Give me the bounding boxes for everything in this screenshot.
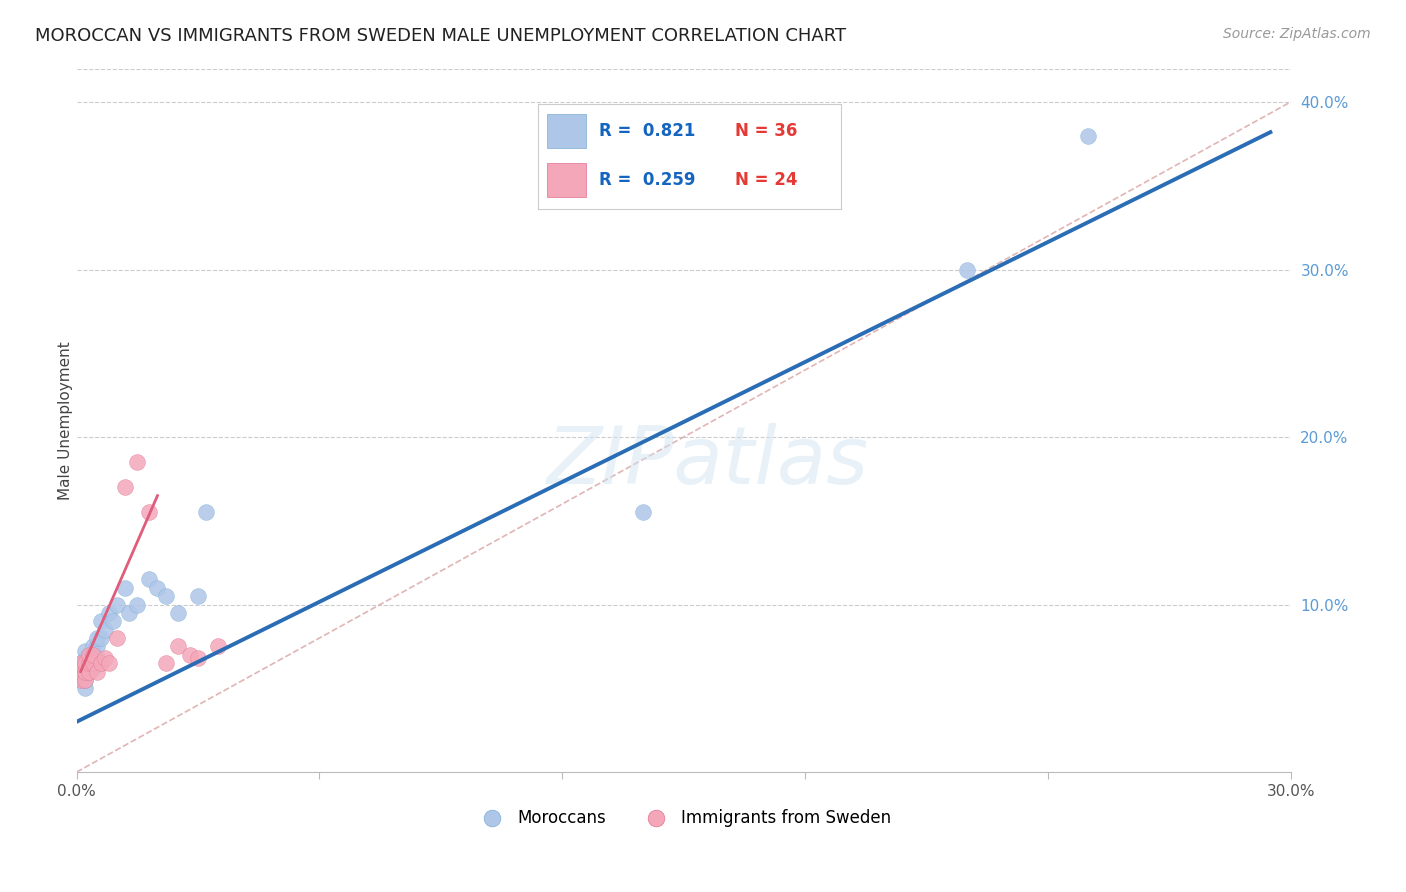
Point (86, 665, 108, 679)
Point (166, 640, 188, 654)
Point (207, 640, 229, 654)
Point (73, 651, 96, 665)
Point (73, 644, 96, 658)
Point (155, 589, 177, 603)
Y-axis label: Male Unemployment: Male Unemployment (58, 341, 73, 500)
Point (77, 648, 100, 662)
Point (138, 573, 160, 587)
Point (82, 661, 104, 675)
Point (77, 656, 100, 670)
Point (69, 673, 91, 687)
Point (69, 661, 91, 675)
Point (94, 623, 117, 637)
Point (956, 262, 979, 277)
Point (77, 648, 100, 662)
Point (114, 581, 136, 595)
Point (631, 505, 654, 519)
Point (118, 606, 141, 620)
Point (73, 665, 96, 679)
Point (127, 455, 149, 469)
Text: ZIPatlas: ZIPatlas (547, 424, 869, 501)
Point (82, 648, 104, 662)
Point (146, 581, 169, 595)
Point (138, 505, 160, 519)
Point (73, 665, 96, 679)
Point (73, 673, 96, 687)
Point (179, 648, 201, 662)
Text: MOROCCAN VS IMMIGRANTS FROM SWEDEN MALE UNEMPLOYMENT CORRELATION CHART: MOROCCAN VS IMMIGRANTS FROM SWEDEN MALE … (35, 27, 846, 45)
Point (82, 656, 104, 670)
Point (155, 656, 177, 670)
Point (94, 651, 117, 665)
Point (77, 665, 100, 679)
Point (166, 606, 188, 620)
Point (105, 598, 128, 612)
Point (90, 631, 112, 645)
Point (187, 589, 209, 603)
Point (195, 505, 218, 519)
Point (73, 656, 96, 670)
Point (1077, 128, 1099, 143)
Point (105, 631, 128, 645)
Point (86, 651, 108, 665)
Point (73, 656, 96, 670)
Point (127, 598, 149, 612)
Legend: Moroccans, Immigrants from Sweden: Moroccans, Immigrants from Sweden (470, 803, 898, 834)
Point (69, 673, 91, 687)
Point (97, 656, 120, 670)
Point (77, 665, 100, 679)
Point (77, 656, 100, 670)
Point (90, 615, 112, 629)
Point (86, 631, 108, 645)
Point (82, 653, 104, 667)
Point (187, 651, 209, 665)
Point (69, 668, 91, 682)
Point (97, 606, 120, 620)
Point (101, 615, 124, 629)
Point (90, 656, 112, 670)
Text: Source: ZipAtlas.com: Source: ZipAtlas.com (1223, 27, 1371, 41)
Point (69, 656, 91, 670)
Point (114, 480, 136, 494)
Point (73, 681, 96, 696)
Point (69, 665, 91, 679)
Point (73, 673, 96, 687)
Point (86, 640, 108, 654)
Point (82, 640, 104, 654)
